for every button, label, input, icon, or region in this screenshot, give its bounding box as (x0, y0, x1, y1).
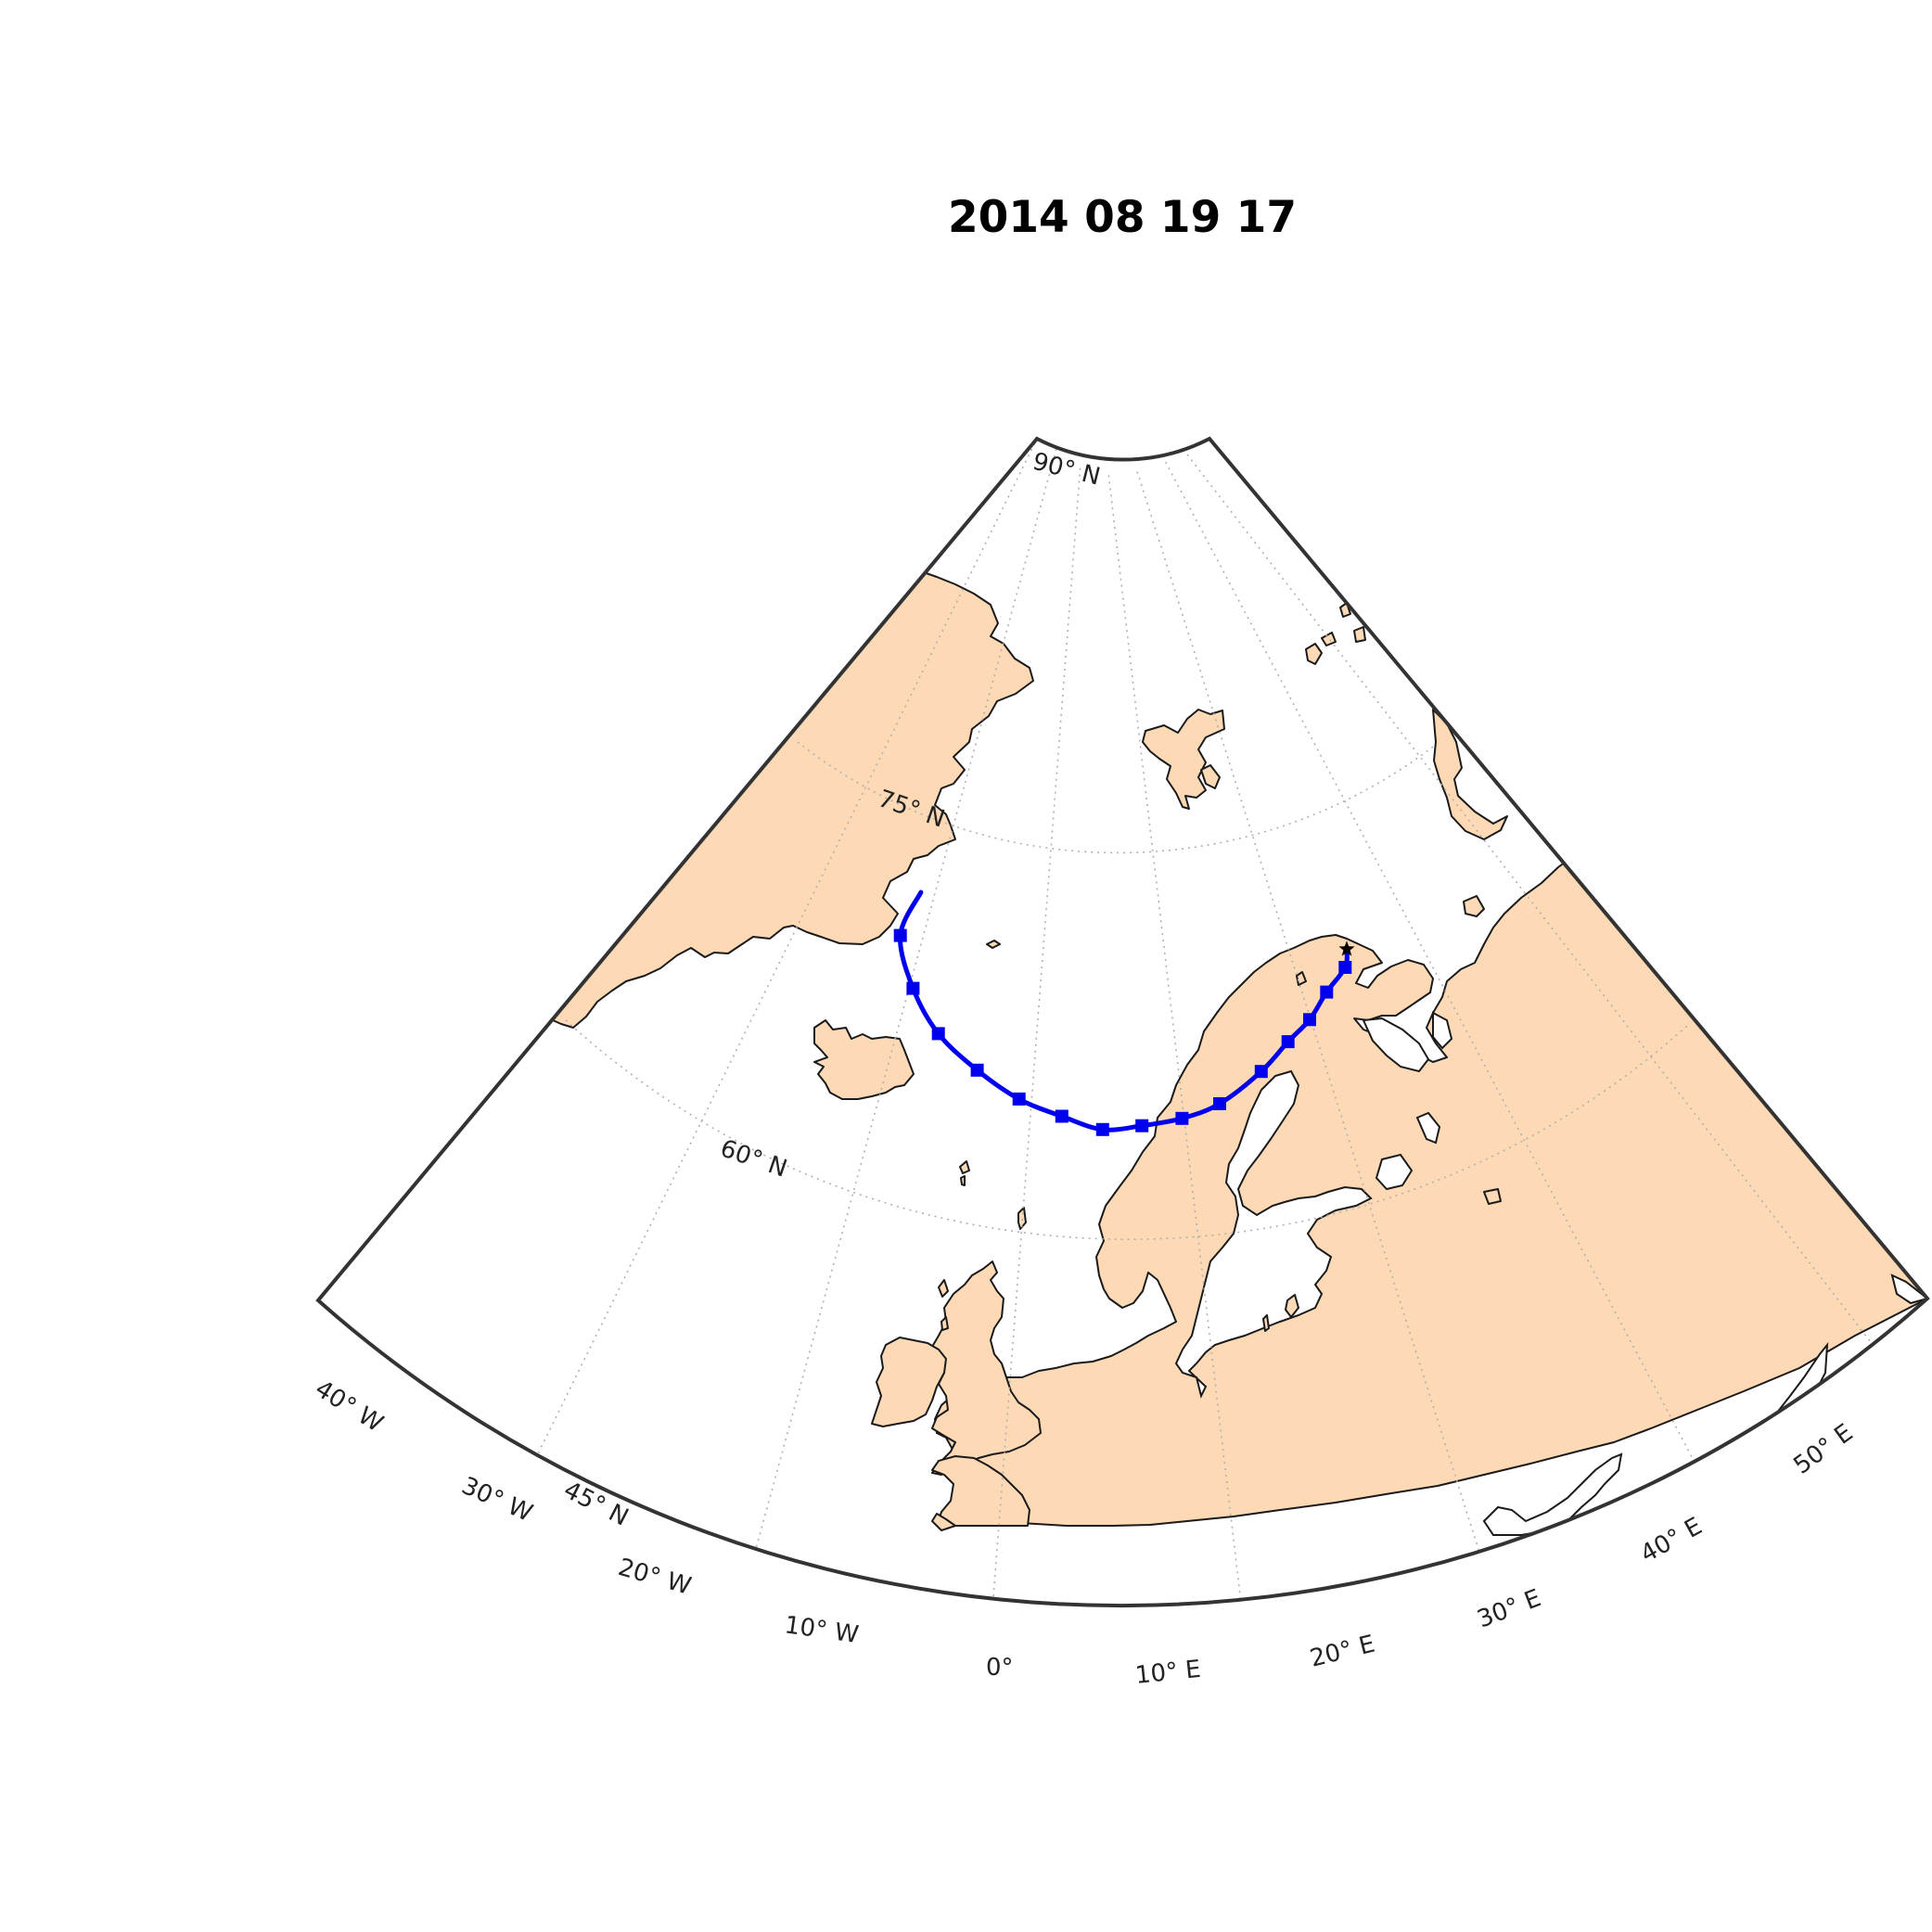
gridline-lon-w20 (750, 444, 1058, 1567)
gridline-lat-60 (565, 1019, 1689, 1240)
land-europe-south (931, 1455, 1030, 1527)
trajectory-point-marker (970, 1063, 984, 1077)
trajectory-start-star-icon (1338, 940, 1355, 956)
land-iceland (813, 1019, 915, 1100)
map-panel: 90° N 75° N 60° N 45° N 40° W 30° W 20° … (310, 436, 1930, 1690)
gridline-lon-w30 (523, 439, 1038, 1483)
land-islet-east (1483, 1188, 1502, 1205)
land-iberia (931, 1513, 956, 1531)
trajectory-point-marker (906, 981, 920, 995)
lon-label-30w: 30° W (457, 1472, 536, 1528)
lon-label-10e: 10° E (1134, 1656, 1203, 1690)
trajectory-point-marker (1175, 1111, 1189, 1125)
land-faroe (959, 1160, 970, 1186)
trajectory-point-marker (1254, 1065, 1268, 1079)
lon-label-0: 0° (986, 1654, 1014, 1682)
water-aral (1890, 1273, 1927, 1305)
trajectory-point-marker (1095, 1122, 1109, 1136)
land-gotland (1285, 1294, 1299, 1318)
lon-label-50e: 50° E (1788, 1419, 1858, 1480)
trajectory-point-marker (1338, 961, 1352, 974)
trajectory-point-marker (1320, 985, 1334, 999)
trajectory-point-marker (893, 928, 907, 942)
lon-label-40w: 40° W (310, 1375, 388, 1438)
gridline-lon-e30 (1186, 454, 1902, 1383)
land-hebrides (938, 1279, 949, 1331)
graticule (318, 439, 1927, 1606)
trajectory-point-marker (931, 1027, 945, 1041)
lon-label-40e: 40° E (1636, 1513, 1707, 1569)
trajectory-point-marker (1055, 1109, 1068, 1123)
gridline-lon-0 (1107, 472, 1244, 1606)
lon-label-30e: 30° E (1474, 1584, 1545, 1633)
land-oland (1262, 1314, 1270, 1332)
trajectory-point-marker (1135, 1119, 1149, 1132)
land-svalbard (1142, 709, 1225, 810)
land-bear-island (1296, 971, 1307, 986)
lon-label-20e: 20° E (1307, 1631, 1377, 1673)
lon-label-10w: 10° W (783, 1611, 860, 1649)
water-baltic (1174, 1069, 1373, 1399)
land-kolguev (1463, 895, 1485, 917)
land-shetland (1017, 1207, 1027, 1230)
water-white-sea (1362, 1011, 1453, 1073)
trajectory-layer (893, 889, 1355, 1136)
trajectory-point-marker (1213, 1097, 1226, 1110)
map-frame (315, 436, 1930, 1608)
trajectory-point-marker (1303, 1013, 1316, 1027)
water-lake-ladoga (1375, 1111, 1441, 1191)
trajectory-point-marker (1012, 1092, 1026, 1106)
land-svalbard-east (1200, 764, 1221, 789)
land-novaya-zemlya (1432, 709, 1508, 840)
lon-label-20w: 20° W (615, 1554, 694, 1601)
land-jan-mayen (986, 940, 1001, 949)
land-franz-josef (1305, 602, 1366, 665)
map-title: 2014 08 19 17 (948, 192, 1297, 243)
trajectory-point-marker (1281, 1035, 1295, 1049)
land-ireland (871, 1337, 947, 1427)
